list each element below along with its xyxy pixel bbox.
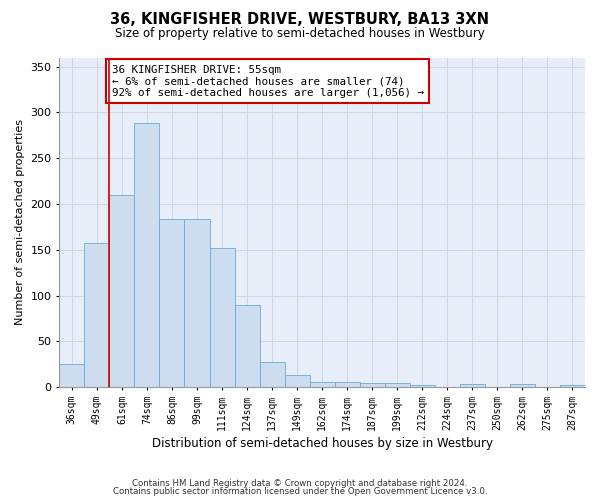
Bar bbox=[59, 364, 85, 387]
Bar bbox=[360, 382, 385, 387]
Bar bbox=[284, 376, 310, 387]
Bar bbox=[335, 382, 360, 387]
Bar bbox=[160, 218, 184, 387]
X-axis label: Distribution of semi-detached houses by size in Westbury: Distribution of semi-detached houses by … bbox=[152, 437, 493, 450]
Bar bbox=[560, 386, 585, 387]
Bar bbox=[510, 384, 535, 387]
Text: 36 KINGFISHER DRIVE: 55sqm
← 6% of semi-detached houses are smaller (74)
92% of : 36 KINGFISHER DRIVE: 55sqm ← 6% of semi-… bbox=[112, 65, 424, 98]
Bar bbox=[134, 124, 160, 387]
Bar bbox=[85, 244, 109, 387]
Bar bbox=[460, 384, 485, 387]
Text: 36, KINGFISHER DRIVE, WESTBURY, BA13 3XN: 36, KINGFISHER DRIVE, WESTBURY, BA13 3XN bbox=[110, 12, 490, 28]
Bar bbox=[260, 362, 284, 387]
Bar bbox=[209, 248, 235, 387]
Bar bbox=[235, 304, 260, 387]
Y-axis label: Number of semi-detached properties: Number of semi-detached properties bbox=[15, 120, 25, 326]
Bar bbox=[184, 218, 209, 387]
Bar bbox=[410, 386, 435, 387]
Text: Contains HM Land Registry data © Crown copyright and database right 2024.: Contains HM Land Registry data © Crown c… bbox=[132, 478, 468, 488]
Text: Contains public sector information licensed under the Open Government Licence v3: Contains public sector information licen… bbox=[113, 487, 487, 496]
Bar bbox=[385, 382, 410, 387]
Text: Size of property relative to semi-detached houses in Westbury: Size of property relative to semi-detach… bbox=[115, 28, 485, 40]
Bar bbox=[310, 382, 335, 387]
Bar bbox=[109, 195, 134, 387]
